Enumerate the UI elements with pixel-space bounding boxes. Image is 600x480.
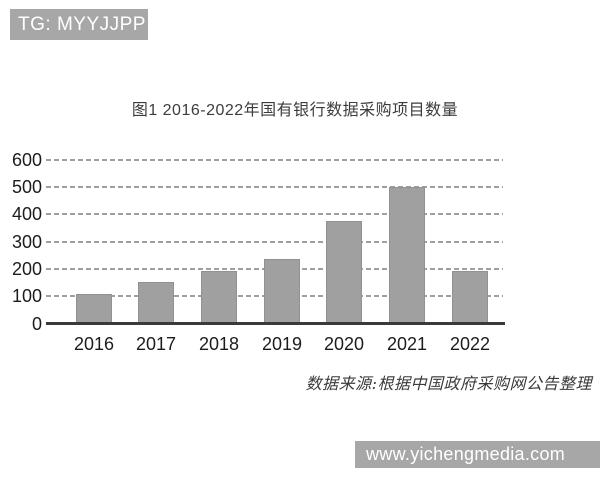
x-tick-label-2022: 2022 <box>449 334 491 354</box>
x-tick-label-2018: 2018 <box>198 334 240 354</box>
bar-2022 <box>452 271 488 323</box>
bar-2020 <box>326 220 362 323</box>
y-tick-label-200: 200 <box>11 258 42 279</box>
y-tick-label-0: 0 <box>31 313 42 334</box>
bar-2017 <box>138 282 174 323</box>
telegram-watermark-banner: TG: MYYJJPP <box>10 9 148 40</box>
y-tick-label-600: 600 <box>11 149 42 170</box>
y-tick-label-500: 500 <box>11 177 42 197</box>
telegram-watermark-text: TG: MYYJJPP <box>18 14 146 35</box>
y-tick-label-300: 300 <box>11 231 42 252</box>
x-tick-label-2017: 2017 <box>135 334 177 354</box>
chart-title: 图1 2016-2022年国有银行数据采购项目数量 <box>131 102 459 119</box>
website-watermark-banner: www.yichengmedia.com <box>355 441 600 468</box>
gridline-400 <box>46 213 503 216</box>
bar-2016 <box>76 294 112 323</box>
x-axis-line <box>46 322 505 325</box>
x-tick-label-2016: 2016 <box>73 334 115 354</box>
x-tick-label-2021: 2021 <box>386 334 428 354</box>
data-source-note: 数据来源:根据中国政府采购网公告整理 <box>305 374 592 393</box>
bar-2019 <box>264 258 300 323</box>
gridline-500 <box>46 186 503 188</box>
bar-2021 <box>389 186 425 323</box>
y-tick-label-100: 100 <box>11 286 42 307</box>
gridline-300 <box>46 240 503 243</box>
x-tick-label-2019: 2019 <box>261 334 303 354</box>
y-tick-label-400: 400 <box>11 204 42 225</box>
website-watermark-text: www.yichengmedia.com <box>366 444 566 464</box>
gridline-600 <box>46 158 503 161</box>
x-tick-label-2020: 2020 <box>323 334 365 354</box>
bar-chart: 0 100 200 300 400 500 600 2016 2017 2018 2019 2020… <box>11 149 505 354</box>
bar-2018 <box>201 271 237 323</box>
